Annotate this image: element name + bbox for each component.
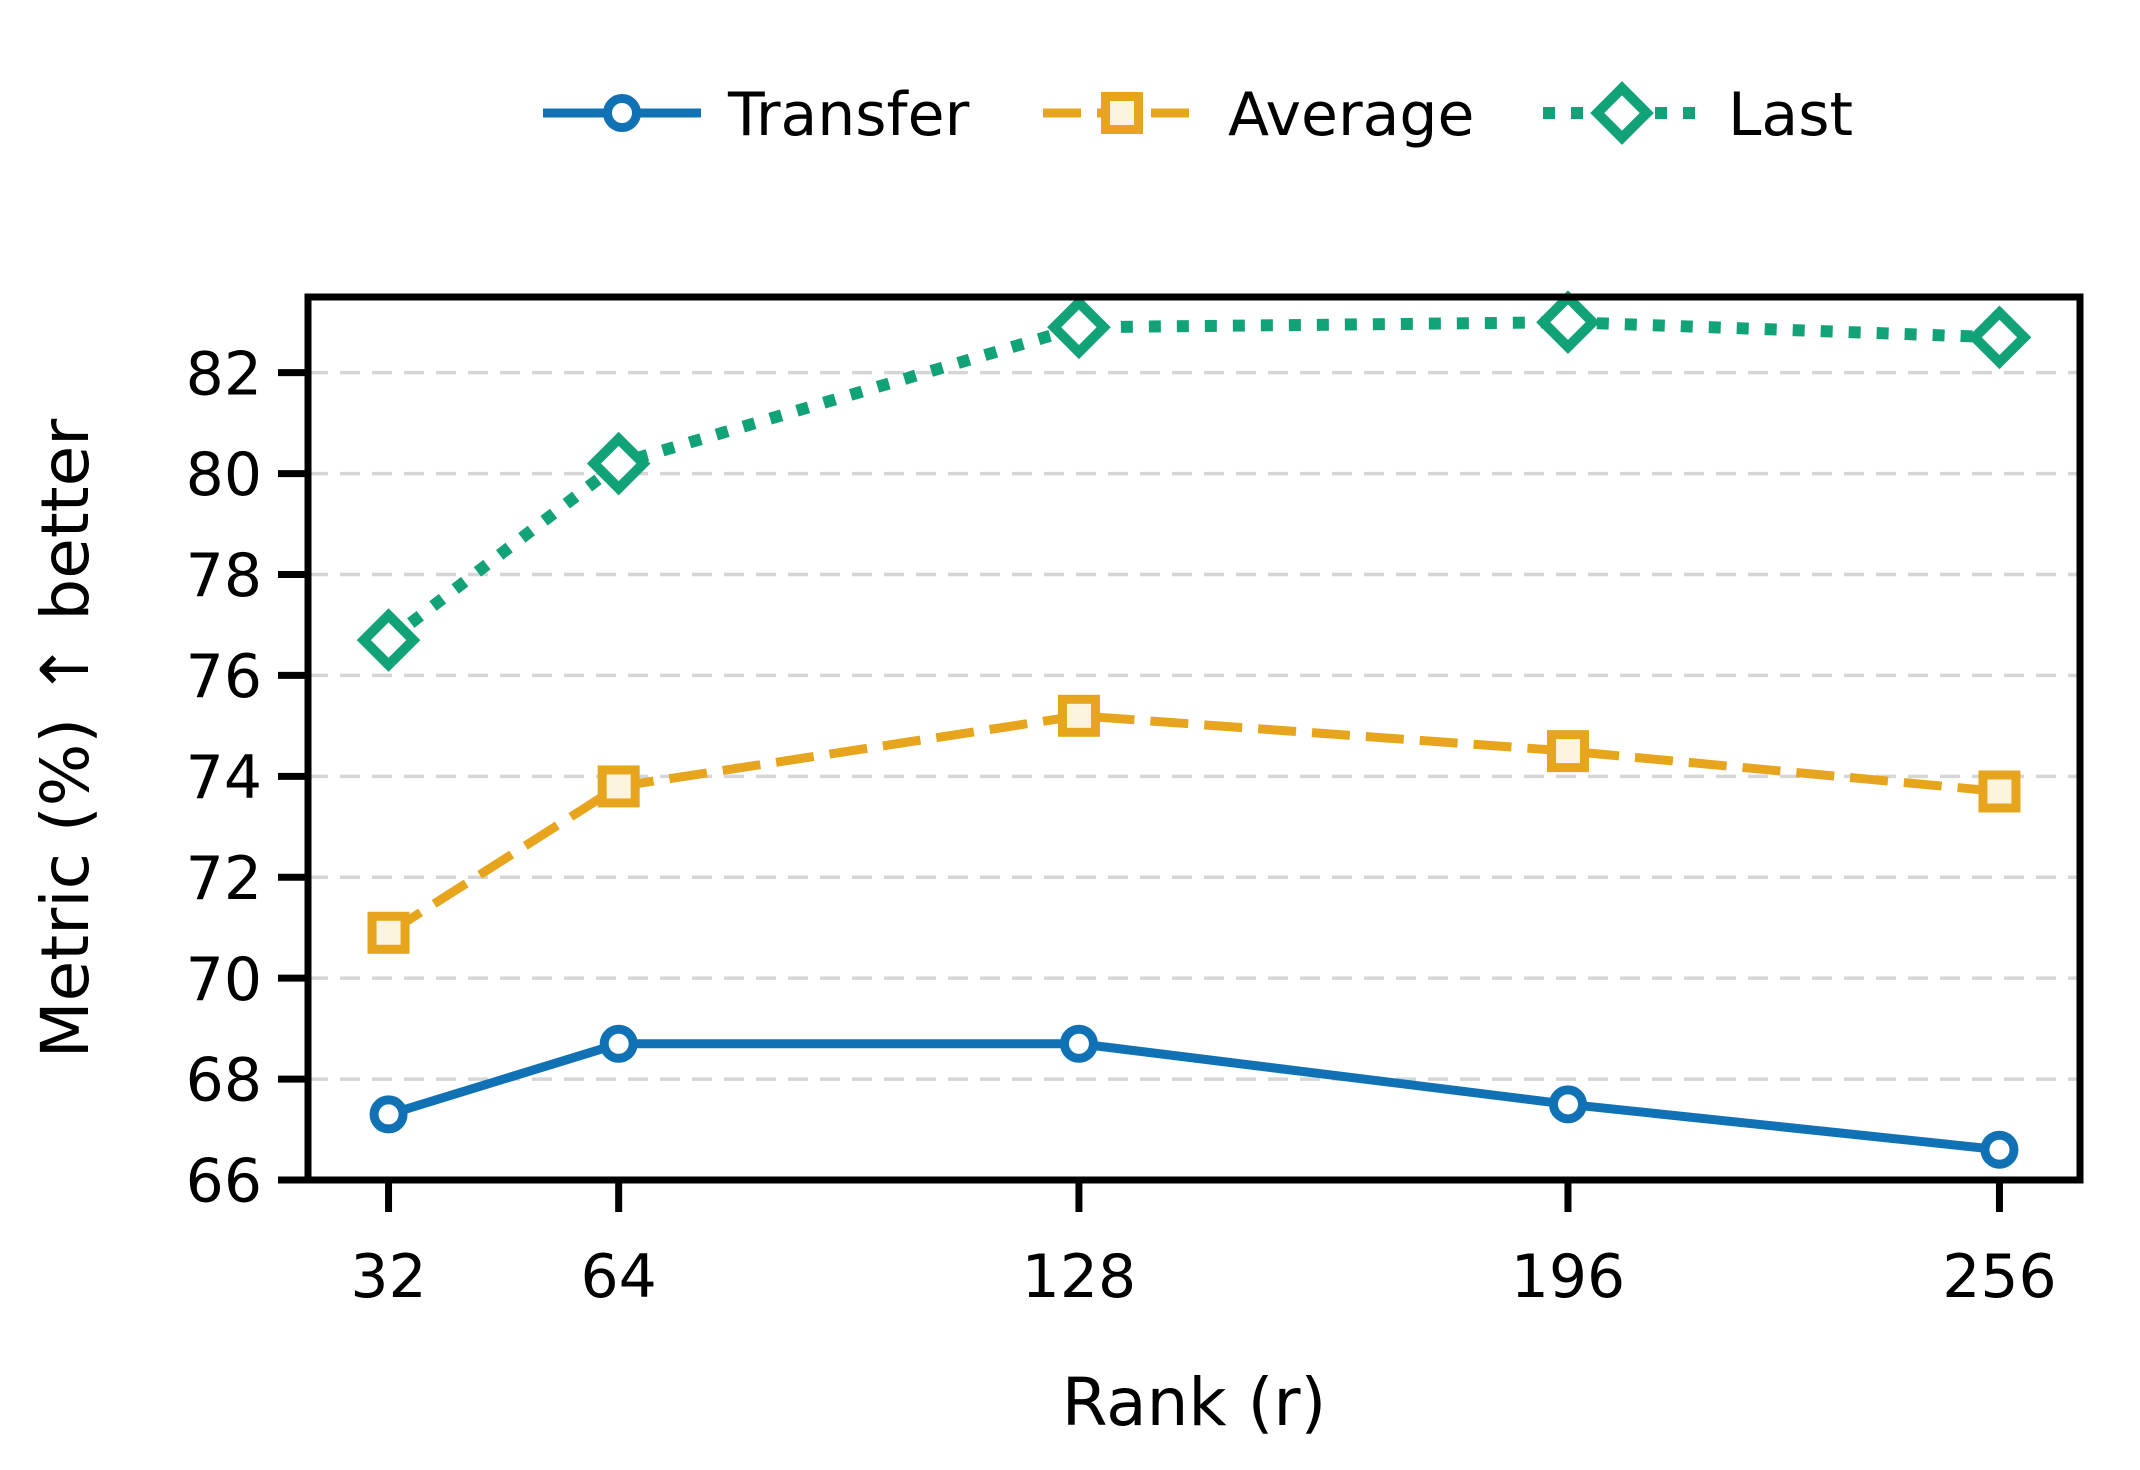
x-tick-label-256: 256 xyxy=(1942,1242,2057,1312)
series-average xyxy=(367,694,2021,954)
x-tick-label-196: 196 xyxy=(1511,1242,1626,1312)
series-average-marker-64 xyxy=(597,765,640,808)
legend-item-average: Average xyxy=(1043,80,1474,150)
y-tick-label-76: 76 xyxy=(186,642,262,712)
legend-item-transfer: Transfer xyxy=(543,80,970,150)
series-last xyxy=(356,290,2032,672)
y-tick-label-68: 68 xyxy=(186,1046,262,1116)
series-average-marker-256 xyxy=(1978,770,2021,813)
series-transfer-marker-32 xyxy=(369,1095,408,1134)
series-last-line xyxy=(384,316,2000,645)
x-tick-label-128: 128 xyxy=(1022,1242,1137,1312)
series-transfer-marker-256 xyxy=(1980,1130,2019,1169)
axis-ticks: 66 68 70 72 74 76 78 80 82 32 64 128 196 256 xyxy=(186,339,2057,1312)
legend-circle-icon xyxy=(603,94,641,132)
series-average-marker-128 xyxy=(1057,694,1100,737)
y-tick-label-66: 66 xyxy=(186,1147,262,1217)
series-transfer-line xyxy=(387,1039,2000,1155)
legend-label-transfer: Transfer xyxy=(727,80,970,150)
legend-diamond-icon xyxy=(1590,81,1654,145)
series-last-marker-64 xyxy=(586,431,651,496)
series-last-marker-128 xyxy=(1047,295,1111,360)
x-tick-label-32: 32 xyxy=(350,1242,426,1312)
legend-label-average: Average xyxy=(1228,80,1474,150)
series-average-line xyxy=(386,711,2000,937)
series-transfer-marker-64 xyxy=(599,1024,638,1063)
y-tick-label-78: 78 xyxy=(186,541,262,611)
legend: Transfer Average Last xyxy=(543,80,1853,150)
y-tick-label-80: 80 xyxy=(186,440,262,510)
series-average-marker-196 xyxy=(1546,730,1589,773)
series-last-marker-256 xyxy=(1967,305,2032,370)
y-tick-label-72: 72 xyxy=(186,844,262,914)
y-tick-label-70: 70 xyxy=(186,945,262,1015)
x-axis-label: Rank (r) xyxy=(1062,1364,1327,1441)
x-tick-label-64: 64 xyxy=(580,1242,656,1312)
series-last-marker-32 xyxy=(356,608,421,672)
y-axis-label: Metric (%) ↑ better xyxy=(27,418,104,1058)
series-average-marker-32 xyxy=(367,911,410,954)
legend-label-last: Last xyxy=(1728,80,1853,150)
gridlines xyxy=(308,370,2080,1081)
plot-border xyxy=(304,293,2084,1184)
y-tick-label-82: 82 xyxy=(186,339,262,409)
y-tick-label-74: 74 xyxy=(186,743,262,813)
series-transfer-marker-196 xyxy=(1548,1085,1587,1124)
series-last-marker-196 xyxy=(1536,290,1600,355)
legend-square-icon xyxy=(1101,92,1143,134)
series-transfer xyxy=(369,1024,2019,1169)
series-transfer-marker-128 xyxy=(1059,1024,1098,1063)
legend-item-last: Last xyxy=(1543,80,1853,150)
